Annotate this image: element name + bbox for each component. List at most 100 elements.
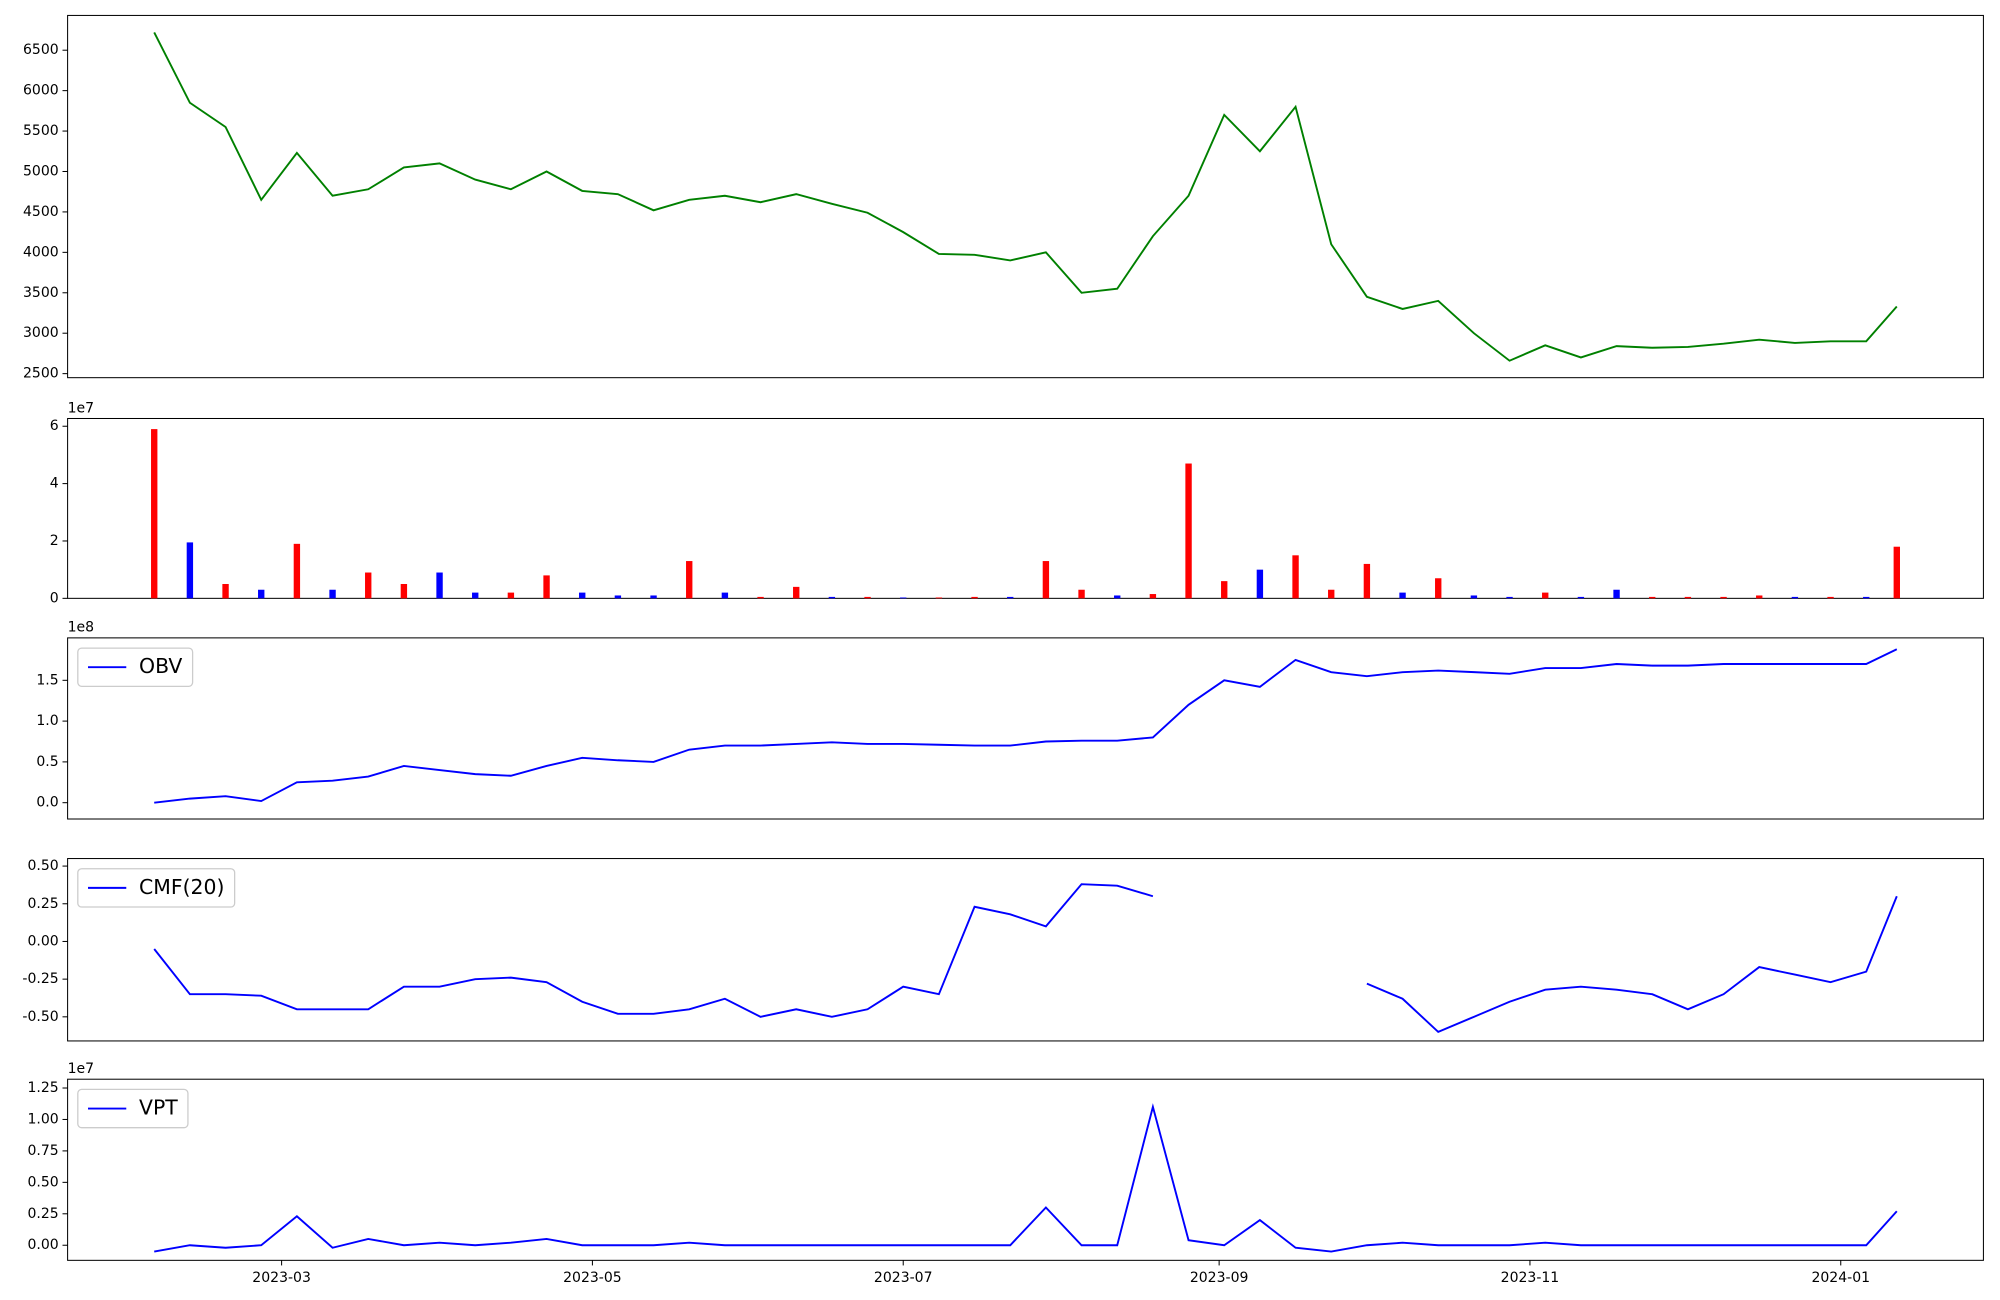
- y-tick-label: -0.50: [22, 1009, 58, 1025]
- bar: [258, 589, 265, 599]
- y-tick-label: 0.25: [27, 896, 58, 912]
- y-tick-label: 6500: [23, 42, 59, 58]
- bar: [293, 543, 301, 599]
- bar: [222, 584, 229, 599]
- line-series: [154, 648, 1898, 804]
- line-series: [153, 31, 1898, 362]
- bar: [1470, 595, 1478, 599]
- legend-box: [77, 1088, 189, 1129]
- bar: [1649, 596, 1656, 599]
- x-tick-label: 2024-01: [1811, 1270, 1870, 1286]
- bar: [1863, 596, 1870, 599]
- bar: [543, 575, 550, 599]
- y-tick-label: 4000: [23, 244, 59, 260]
- x-tick-label: 2023-05: [563, 1270, 622, 1286]
- y-tick-label: 2500: [23, 366, 59, 382]
- y-tick-label: 0.50: [27, 858, 58, 874]
- x-tick-label: 2023-11: [1501, 1270, 1560, 1286]
- y-tick-label: 3500: [23, 285, 59, 301]
- y-tick-label: 5000: [23, 163, 59, 179]
- bar: [1328, 589, 1335, 599]
- y-tick-label: 0.75: [27, 1143, 58, 1159]
- bar: [1756, 595, 1763, 599]
- bar: [1149, 594, 1157, 599]
- y-tick-label: 2: [50, 533, 59, 549]
- legend-label: CMF(20): [139, 875, 224, 899]
- plot-frame: [67, 417, 1984, 599]
- bar: [1292, 555, 1299, 599]
- y-tick-label: 4500: [23, 204, 59, 220]
- bar: [1363, 563, 1371, 599]
- y-tick-label: -0.25: [22, 971, 58, 987]
- y-offset-label: 1e8: [68, 620, 94, 636]
- plot-frame: [67, 14, 1984, 379]
- bar: [1256, 569, 1264, 599]
- y-tick-label: 0.25: [27, 1206, 58, 1222]
- bar: [1684, 596, 1692, 599]
- bar: [900, 597, 907, 599]
- bar: [864, 596, 871, 599]
- y-tick-label: 6000: [23, 83, 59, 99]
- y-tick-label: 1.5: [36, 672, 58, 688]
- plot-frame: [67, 1078, 1984, 1261]
- plot-frame: [67, 637, 1984, 820]
- y-offset-label: 1e7: [68, 1061, 94, 1077]
- line-series: [153, 883, 1898, 1034]
- legend-label: VPT: [139, 1096, 178, 1120]
- bar: [1078, 589, 1085, 599]
- bar: [1791, 596, 1799, 599]
- y-tick-label: 0: [50, 590, 59, 606]
- legend-label: OBV: [139, 654, 182, 678]
- bar: [1185, 463, 1192, 599]
- bar: [1827, 596, 1834, 599]
- bar: [400, 584, 408, 599]
- bar: [1221, 581, 1228, 599]
- y-tick-label: 4: [50, 476, 59, 492]
- bar: [721, 592, 729, 599]
- y-tick-label: 0.00: [27, 1237, 58, 1253]
- x-tick-label: 2023-09: [1190, 1270, 1249, 1286]
- bar: [614, 595, 622, 599]
- bar: [1399, 592, 1406, 599]
- bar: [472, 592, 479, 599]
- y-tick-label: 0.50: [27, 1174, 58, 1190]
- bar: [365, 572, 372, 599]
- bar: [686, 561, 693, 599]
- bar: [828, 596, 836, 599]
- bar: [1506, 596, 1513, 599]
- x-tick-label: 2023-07: [874, 1270, 933, 1286]
- bar: [1007, 596, 1014, 599]
- bar: [329, 589, 336, 599]
- bar: [650, 595, 657, 599]
- bar: [1720, 596, 1727, 599]
- bar: [971, 596, 978, 599]
- bar: [1042, 561, 1050, 599]
- x-tick-label: 2023-03: [252, 1270, 311, 1286]
- bar: [793, 586, 800, 599]
- y-tick-label: 3000: [23, 325, 59, 341]
- legend-box: [77, 647, 194, 687]
- y-tick-label: 1.0: [36, 713, 58, 729]
- bar: [186, 542, 194, 599]
- y-tick-label: 1.25: [27, 1080, 58, 1096]
- bar: [935, 597, 943, 599]
- legend-box: [77, 868, 236, 908]
- bar: [436, 572, 443, 599]
- plot-frame: [67, 858, 1984, 1042]
- y-tick-label: 0.0: [36, 795, 58, 811]
- y-offset-label: 1e7: [68, 400, 94, 416]
- bar: [1542, 592, 1549, 599]
- bar: [151, 429, 158, 599]
- bar: [1893, 546, 1900, 599]
- bar: [507, 592, 515, 599]
- bar: [757, 596, 764, 599]
- bar: [579, 592, 586, 599]
- y-tick-label: 0.00: [27, 933, 58, 949]
- y-tick-label: 5500: [23, 123, 59, 139]
- y-tick-label: 6: [50, 418, 59, 434]
- bar: [1613, 589, 1620, 599]
- line-series: [154, 1103, 1898, 1253]
- bar: [1114, 595, 1121, 599]
- y-tick-label: 1.00: [27, 1111, 58, 1127]
